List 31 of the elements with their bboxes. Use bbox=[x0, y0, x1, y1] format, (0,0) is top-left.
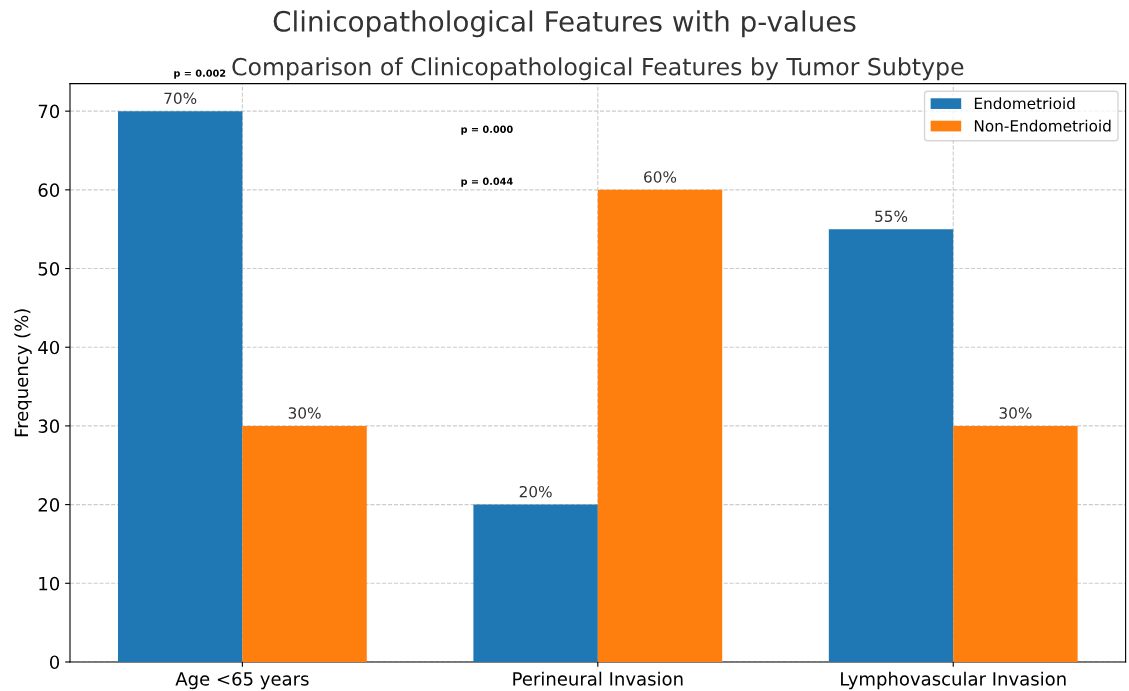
y-axis-title: Frequency (%) bbox=[14, 309, 32, 437]
bar bbox=[597, 189, 723, 662]
legend-label: Non-Endometrioid bbox=[974, 119, 1111, 132]
legend-label: Endometrioid bbox=[974, 97, 1075, 110]
y-tick-label: 50 bbox=[38, 261, 60, 276]
y-tick-label: 10 bbox=[39, 576, 60, 591]
x-tick-label: Age <65 years bbox=[175, 672, 309, 690]
x-tick-label: Perineural Invasion bbox=[513, 671, 683, 686]
y-tick-label: 20 bbox=[38, 498, 60, 512]
annotation: p = 0.044 bbox=[461, 177, 513, 187]
annotation: p = 0.000 bbox=[461, 125, 513, 135]
y-tick-label: 30 bbox=[38, 419, 60, 434]
bar bbox=[242, 425, 367, 662]
y-tick-label: 40 bbox=[38, 340, 60, 355]
data-label: 55% bbox=[875, 210, 908, 223]
bar bbox=[953, 425, 1078, 662]
text: p = 0.002 bbox=[174, 69, 226, 79]
data-label: 30% bbox=[288, 407, 321, 419]
bar bbox=[117, 111, 243, 662]
data-label: 70% bbox=[164, 92, 197, 105]
y-tick-label: 0 bbox=[49, 655, 60, 670]
data-label: 60% bbox=[644, 171, 677, 183]
x-tick-label: Lymphovascular Invasion bbox=[841, 671, 1066, 690]
bar bbox=[473, 504, 598, 662]
chart-title: Clinicopathological Features with p-values bbox=[273, 10, 856, 38]
chart-subtitle: Comparison of Clinicopathological Features by Tumor Subtype bbox=[232, 57, 964, 81]
data-label: 30% bbox=[999, 407, 1032, 419]
bar bbox=[828, 229, 954, 662]
y-tick-label: 60 bbox=[38, 183, 60, 197]
y-tick-label: 70 bbox=[38, 104, 60, 119]
data-label: 20% bbox=[519, 485, 552, 498]
